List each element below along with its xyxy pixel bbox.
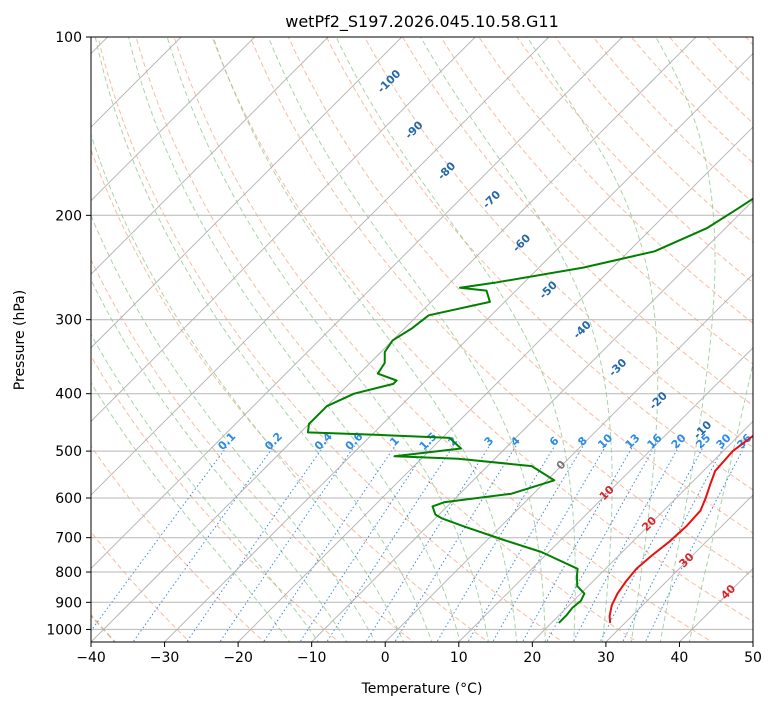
y-tick-label: 1000 [46,622,82,638]
dry-adiabat-line [325,37,753,491]
y-tick-label: 700 [55,531,82,547]
dry-adiabat-line [287,37,753,534]
dry-adiabat-line [440,37,753,365]
mixing-ratio-line [219,445,356,642]
isotherm-line [310,199,753,642]
mixing-ratio-line [467,445,584,642]
x-tick-label: −40 [76,650,106,666]
isotherm-line [91,37,329,275]
isotherm-line [91,37,624,570]
isotherm-line [91,37,256,202]
x-tick-label: 10 [450,650,468,666]
isotherm-line [605,494,753,642]
y-tick-label: 500 [55,444,82,460]
temperature-line [608,434,753,623]
x-tick-label: 40 [671,650,689,666]
x-axis-label: Temperature (°C) [361,681,483,697]
dry-adiabat-line [249,37,753,578]
chart-title: wetPf2_S197.2026.045.10.58.G11 [285,12,559,32]
x-tick-label: −20 [223,650,253,666]
mixing-ratio-line [299,445,430,642]
y-tick-label: 400 [55,387,82,403]
moist-adiabat-line [91,133,405,642]
mixing-ratio-line [394,445,517,642]
x-axis: −40 −30 −20 −10 0 10 20 30 40 50 [76,642,762,666]
y-axis-label: Pressure (hPa) [12,290,28,390]
sounding-series [306,197,753,624]
mixing-ratio-line [365,445,490,642]
mixing-ratio-line [599,445,705,642]
plot-area: 0.1 0.2 0.4 0.6 1 1.5 2 3 4 6 8 10 13 16 20 25 30 36-100-… [91,37,753,642]
mixing-ratio-line [436,445,556,642]
dewpoint-line [306,197,753,624]
y-tick-label: 900 [55,595,82,611]
dry-adiabat-line [402,37,753,407]
isotherm-line [384,273,753,642]
isotherm-line [91,37,550,496]
x-tick-label: −10 [297,650,327,666]
x-tick-label: −30 [150,650,180,666]
mixing-ratio-line [185,445,325,642]
isotherm-line [91,37,697,642]
plot-frame [90,36,754,643]
x-tick-label: 20 [523,650,541,666]
isotherm-line [91,37,403,349]
mixing-ratio-line [262,445,396,642]
y-tick-label: 300 [55,313,82,329]
x-tick-label: 30 [597,650,615,666]
isotherm-line [91,37,477,423]
y-tick-label: 200 [55,208,82,224]
y-tick-label: 600 [55,491,82,507]
y-tick-label: 100 [55,30,82,46]
moist-adiabat-line [94,37,433,642]
isotherm-line [457,347,753,642]
isotherm-line [531,420,753,642]
y-tick-label: 800 [55,565,82,581]
x-tick-label: 0 [381,650,390,666]
moist-adiabat-line [91,381,291,642]
pressure-gridlines [91,37,753,630]
x-tick-label: 50 [744,650,762,666]
dry-adiabat-line [173,37,713,642]
isotherm-line [163,52,753,642]
y-axis: 100 200 300 400 500 600 700 800 900 1000 [46,30,91,638]
mixing-ratio-line [326,445,454,642]
